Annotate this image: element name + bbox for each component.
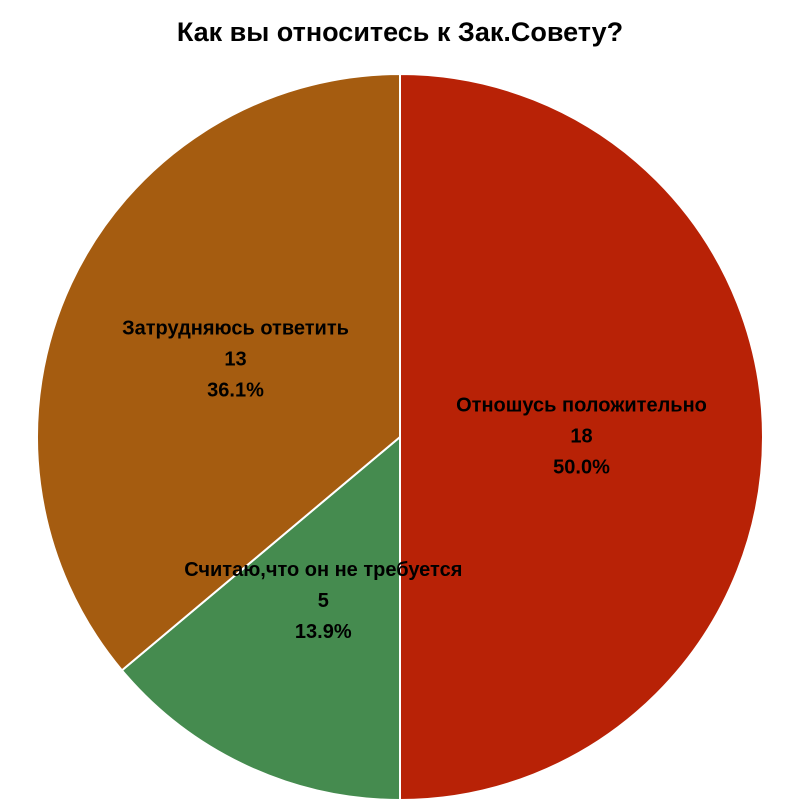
pie-slice [36,72,401,672]
slice-value: 18 [570,425,592,447]
pie-slice [399,72,764,800]
pie-slice [120,434,401,800]
slice-label: Отношусь положительно [456,394,707,416]
slice-percent: 36.1% [207,380,264,402]
slice-label: Считаю,что он не требуется [184,559,462,581]
slice-label: Затрудняюсь ответить [122,318,349,340]
slice-value: 5 [318,590,329,612]
slice-percent: 13.9% [295,621,352,643]
slice-percent: 50.0% [553,456,610,478]
chart-title: Как вы относитесь к Зак.Совету? [177,17,623,47]
slice-value: 13 [224,349,246,371]
